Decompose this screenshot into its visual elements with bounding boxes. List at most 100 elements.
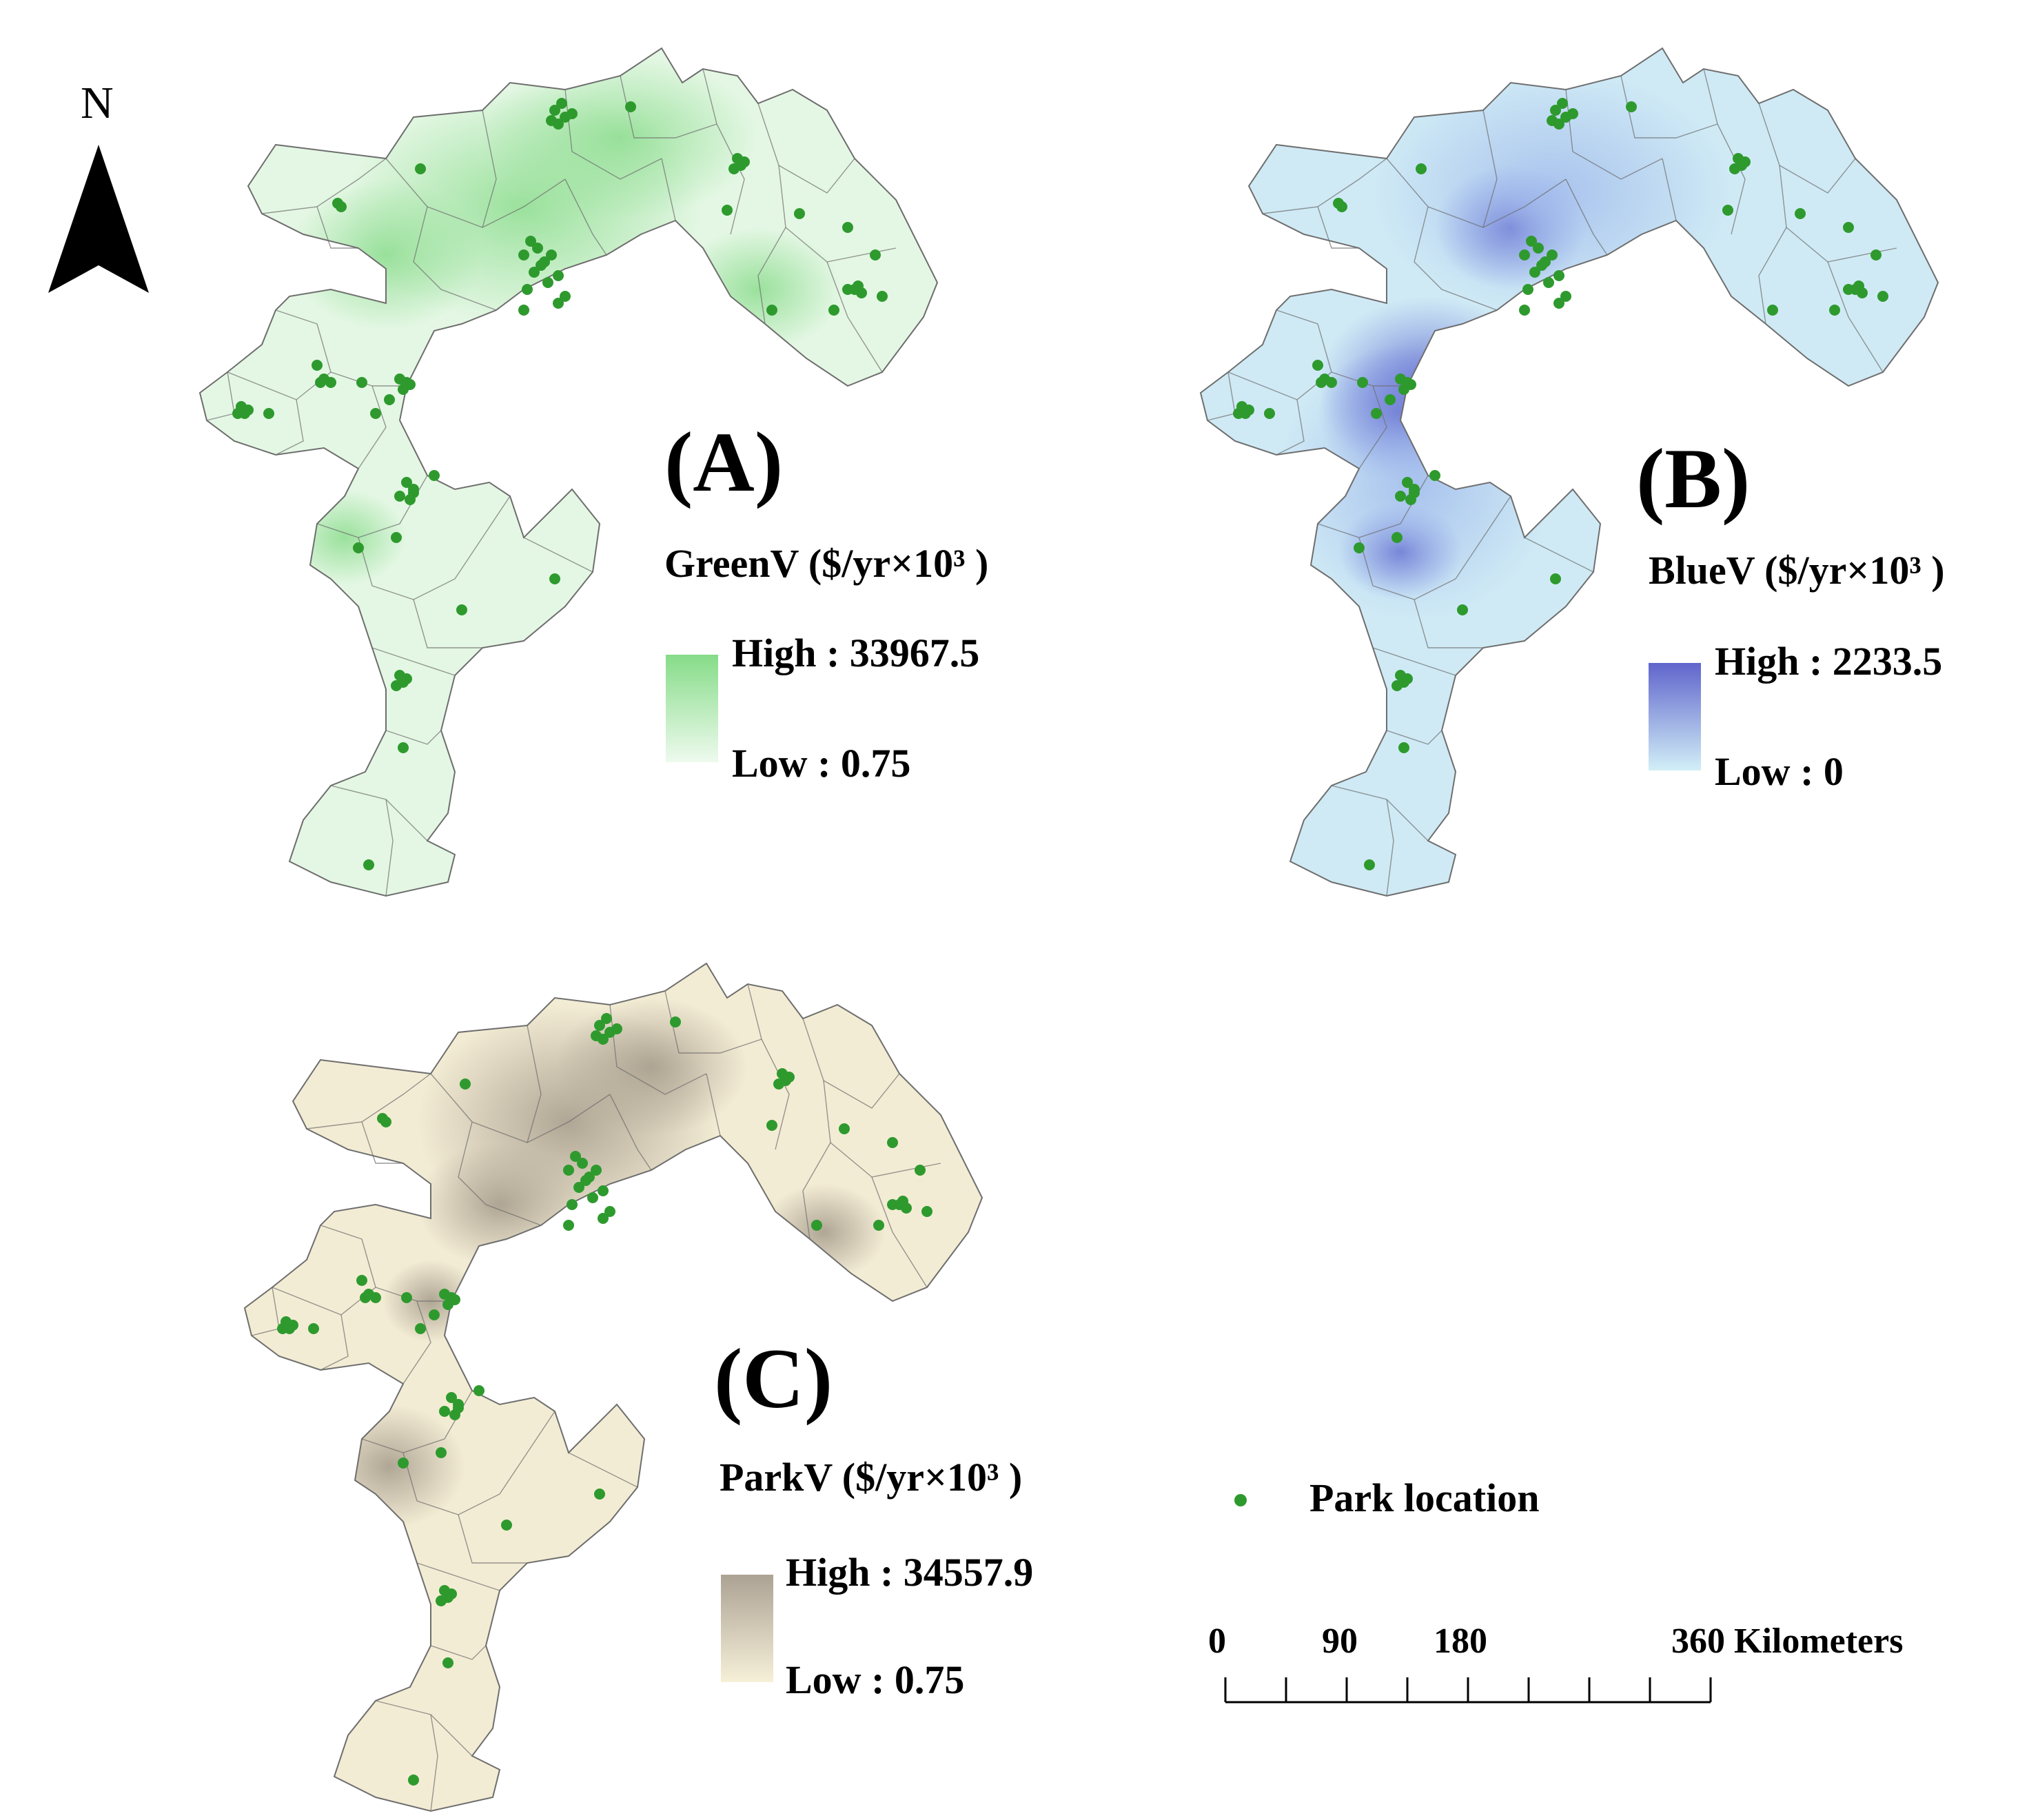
park-point (1429, 470, 1440, 481)
district-boundary (482, 110, 497, 228)
park-point (1870, 249, 1882, 260)
park-point (601, 1013, 612, 1024)
park-point (1877, 291, 1888, 302)
park-point (1853, 280, 1864, 292)
heat-blob (417, 1143, 582, 1267)
scale-label-0: 0 (1208, 1622, 1226, 1661)
legend-high-c: High : 34557.9 (786, 1550, 1034, 1595)
park-point (1626, 101, 1637, 112)
district-boundary (609, 1094, 652, 1171)
park-point (446, 1392, 457, 1403)
heat-blob (289, 179, 482, 331)
park-point (1357, 377, 1368, 388)
park-point (591, 1030, 602, 1041)
park-point (1391, 680, 1403, 691)
district-boundary (1758, 227, 1787, 325)
park-point (442, 1657, 453, 1668)
district-boundary (802, 1018, 900, 1109)
park-point (1409, 487, 1420, 498)
legend-ramp-b (1649, 663, 1701, 770)
district-boundary (1703, 68, 1746, 235)
park-point (332, 198, 343, 209)
park-point (384, 394, 395, 405)
legend-low-a: Low : 0.75 (732, 741, 911, 786)
park-point (853, 280, 864, 292)
park-point (766, 1120, 777, 1131)
park-point (722, 205, 733, 216)
district-boundary (1779, 165, 1897, 263)
heat-blob (482, 55, 758, 221)
park-point (353, 542, 364, 553)
legend-title-a: GreenV ($/yr×10³ ) (664, 541, 989, 586)
park-point (587, 1192, 598, 1203)
district-boundary (747, 983, 790, 1150)
district-boundary (523, 537, 593, 573)
legend-high-b: High : 2233.5 (1715, 639, 1943, 684)
park-point (415, 1323, 426, 1334)
park-point (391, 680, 402, 691)
park-point (611, 1023, 622, 1034)
park-point (1843, 222, 1854, 233)
park-point (401, 1292, 412, 1303)
park-point (877, 291, 888, 302)
district-boundary (1524, 537, 1594, 573)
park-point (394, 491, 405, 502)
park-point (1326, 377, 1337, 388)
district-boundary (375, 1287, 431, 1384)
park-point (436, 1595, 447, 1606)
district-boundary (1331, 371, 1387, 469)
park-point (277, 1323, 288, 1334)
park-point (1553, 270, 1564, 281)
park-point (522, 284, 533, 295)
park-point (567, 108, 578, 119)
district-boundary (413, 206, 497, 311)
park-point (315, 377, 326, 388)
park-point (1767, 305, 1778, 316)
park-point (1829, 305, 1840, 316)
scale-label-90: 90 (1322, 1622, 1358, 1661)
district-boundary (402, 1411, 555, 1515)
district-boundary (757, 227, 786, 325)
park-point (1536, 260, 1547, 271)
park-point (1398, 742, 1409, 753)
district-boundary (1317, 206, 1359, 249)
park-point (728, 163, 740, 174)
district-boundary (306, 1073, 431, 1129)
district-boundary (275, 399, 304, 456)
park-point (356, 1275, 367, 1286)
park-point (460, 1078, 471, 1090)
park-point (1550, 105, 1561, 116)
region-outline-a (198, 47, 939, 897)
district-boundary (1386, 730, 1442, 745)
park-point (1550, 573, 1561, 584)
district-boundary (1262, 158, 1387, 214)
park-point (415, 163, 426, 174)
park-point (921, 1206, 932, 1217)
park-points-b (1233, 98, 1888, 870)
park-point (549, 105, 560, 116)
park-point (828, 305, 839, 316)
park-point (1333, 198, 1344, 209)
park-point (1416, 163, 1427, 174)
legend-low-c: Low : 0.75 (786, 1657, 965, 1702)
district-boundary (1482, 110, 1498, 228)
panel-label-b: (B) (1636, 431, 1751, 526)
park-point (766, 305, 777, 316)
region-outline-b (1199, 47, 1939, 897)
park-point (429, 470, 440, 481)
district-boundary (564, 178, 607, 256)
north-arrow-icon (48, 145, 149, 293)
district-boundary (702, 68, 745, 235)
park-point (1547, 249, 1558, 260)
legend-high-a: High : 33967.5 (732, 631, 980, 675)
park-point (577, 1158, 588, 1169)
district-boundary (416, 1562, 500, 1591)
district-boundary (1358, 495, 1511, 600)
park-point (1729, 163, 1740, 174)
heat-blob (762, 1184, 886, 1280)
park-point (598, 1185, 609, 1196)
park-point (449, 1294, 460, 1305)
park-point (1364, 859, 1375, 870)
park-point (287, 1320, 298, 1331)
